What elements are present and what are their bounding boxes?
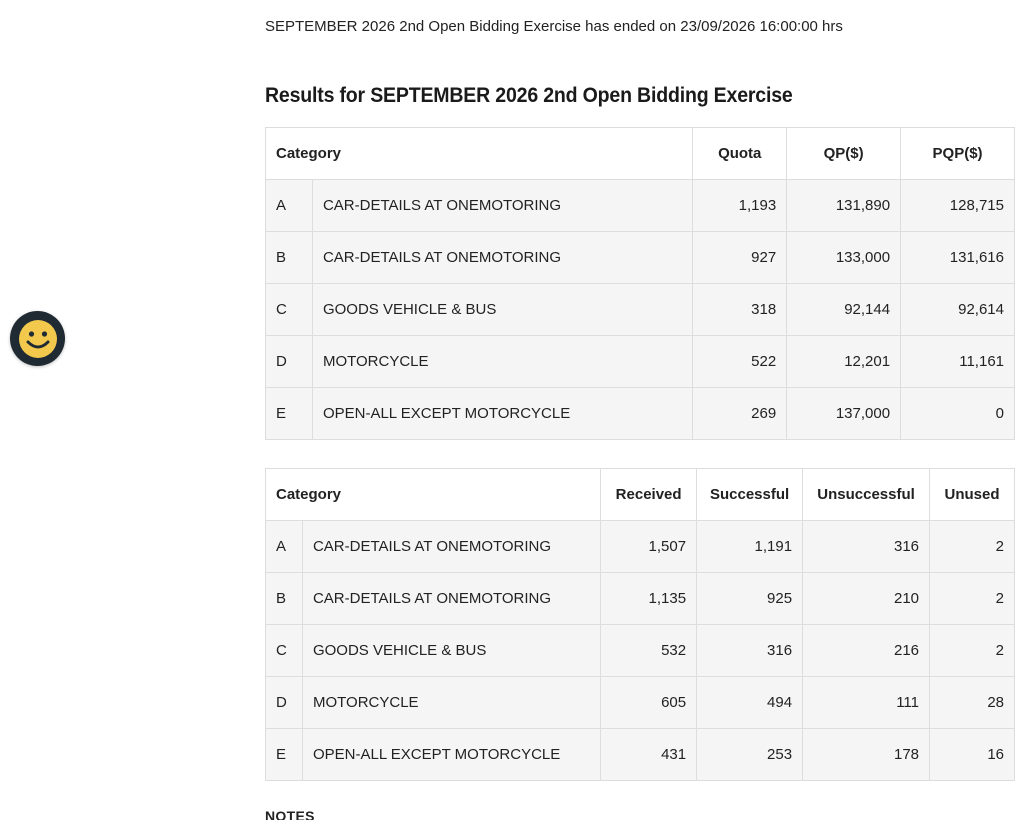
category-letter: C bbox=[265, 624, 303, 677]
qp-value: 12,201 bbox=[786, 335, 902, 388]
qp-value: 137,000 bbox=[786, 387, 902, 440]
bidding-status-text: SEPTEMBER 2026 2nd Open Bidding Exercise… bbox=[265, 18, 843, 35]
category-letter: B bbox=[265, 231, 313, 284]
table-row: B CAR-DETAILS AT ONEMOTORING 1,135 925 2… bbox=[265, 572, 1015, 625]
bids-table: Category Received Successful Unsuccessfu… bbox=[264, 468, 1015, 781]
category-letter: C bbox=[265, 283, 313, 336]
category-letter: A bbox=[265, 520, 303, 573]
category-description: CAR-DETAILS AT ONEMOTORING bbox=[301, 520, 602, 573]
category-description: OPEN-ALL EXCEPT MOTORCYCLE bbox=[311, 387, 694, 440]
column-header-unused: Unused bbox=[929, 468, 1015, 521]
column-header-pqp: PQP($) bbox=[900, 127, 1015, 180]
quota-value: 927 bbox=[692, 231, 788, 284]
table-row: E OPEN-ALL EXCEPT MOTORCYCLE 269 137,000… bbox=[265, 387, 1015, 440]
category-description: GOODS VEHICLE & BUS bbox=[311, 283, 694, 336]
unsuccessful-value: 178 bbox=[802, 728, 931, 781]
successful-value: 494 bbox=[696, 676, 804, 729]
notes-heading: NOTES bbox=[265, 808, 315, 820]
category-letter: D bbox=[265, 676, 303, 729]
column-header-received: Received bbox=[600, 468, 698, 521]
category-letter: E bbox=[265, 728, 303, 781]
received-value: 1,507 bbox=[600, 520, 698, 573]
table-row: A CAR-DETAILS AT ONEMOTORING 1,193 131,8… bbox=[265, 179, 1015, 232]
unused-value: 28 bbox=[929, 676, 1015, 729]
category-description: GOODS VEHICLE & BUS bbox=[301, 624, 602, 677]
received-value: 431 bbox=[600, 728, 698, 781]
category-description: MOTORCYCLE bbox=[311, 335, 694, 388]
unsuccessful-value: 216 bbox=[802, 624, 931, 677]
pqp-value: 131,616 bbox=[900, 231, 1015, 284]
category-description: OPEN-ALL EXCEPT MOTORCYCLE bbox=[301, 728, 602, 781]
successful-value: 925 bbox=[696, 572, 804, 625]
table-row: E OPEN-ALL EXCEPT MOTORCYCLE 431 253 178… bbox=[265, 728, 1015, 781]
unused-value: 16 bbox=[929, 728, 1015, 781]
column-header-successful: Successful bbox=[696, 468, 804, 521]
successful-value: 253 bbox=[696, 728, 804, 781]
received-value: 605 bbox=[600, 676, 698, 729]
category-letter: A bbox=[265, 179, 313, 232]
qp-value: 131,890 bbox=[786, 179, 902, 232]
results-heading: Results for SEPTEMBER 2026 2nd Open Bidd… bbox=[265, 84, 793, 107]
quota-value: 269 bbox=[692, 387, 788, 440]
qp-value: 133,000 bbox=[786, 231, 902, 284]
table-row: B CAR-DETAILS AT ONEMOTORING 927 133,000… bbox=[265, 231, 1015, 284]
table-row: A CAR-DETAILS AT ONEMOTORING 1,507 1,191… bbox=[265, 520, 1015, 573]
qp-value: 92,144 bbox=[786, 283, 902, 336]
category-letter: B bbox=[265, 572, 303, 625]
pqp-value: 0 bbox=[900, 387, 1015, 440]
column-header-qp: QP($) bbox=[786, 127, 902, 180]
category-letter: D bbox=[265, 335, 313, 388]
smiley-icon bbox=[18, 319, 57, 358]
quota-value: 522 bbox=[692, 335, 788, 388]
column-header-category: Category bbox=[264, 127, 694, 180]
unsuccessful-value: 316 bbox=[802, 520, 931, 573]
table-header-row: Category Quota QP($) PQP($) bbox=[264, 127, 1015, 180]
column-header-category: Category bbox=[264, 468, 602, 521]
quota-value: 318 bbox=[692, 283, 788, 336]
category-letter: E bbox=[265, 387, 313, 440]
pqp-value: 92,614 bbox=[900, 283, 1015, 336]
unsuccessful-value: 210 bbox=[802, 572, 931, 625]
category-description: CAR-DETAILS AT ONEMOTORING bbox=[311, 179, 694, 232]
category-description: MOTORCYCLE bbox=[301, 676, 602, 729]
unused-value: 2 bbox=[929, 520, 1015, 573]
quota-value: 1,193 bbox=[692, 179, 788, 232]
column-header-unsuccessful: Unsuccessful bbox=[802, 468, 931, 521]
pqp-value: 128,715 bbox=[900, 179, 1015, 232]
table-row: C GOODS VEHICLE & BUS 318 92,144 92,614 bbox=[265, 283, 1015, 336]
category-description: CAR-DETAILS AT ONEMOTORING bbox=[311, 231, 694, 284]
column-header-quota: Quota bbox=[692, 127, 788, 180]
table-header-row: Category Received Successful Unsuccessfu… bbox=[264, 468, 1015, 521]
unused-value: 2 bbox=[929, 624, 1015, 677]
received-value: 532 bbox=[600, 624, 698, 677]
quota-premium-table: Category Quota QP($) PQP($) A CAR-DETAIL… bbox=[264, 127, 1015, 440]
table-row: D MOTORCYCLE 605 494 111 28 bbox=[265, 676, 1015, 729]
unused-value: 2 bbox=[929, 572, 1015, 625]
category-description: CAR-DETAILS AT ONEMOTORING bbox=[301, 572, 602, 625]
table-row: C GOODS VEHICLE & BUS 532 316 216 2 bbox=[265, 624, 1015, 677]
feedback-button[interactable] bbox=[10, 311, 65, 366]
pqp-value: 11,161 bbox=[900, 335, 1015, 388]
successful-value: 316 bbox=[696, 624, 804, 677]
successful-value: 1,191 bbox=[696, 520, 804, 573]
received-value: 1,135 bbox=[600, 572, 698, 625]
unsuccessful-value: 111 bbox=[802, 676, 931, 729]
table-row: D MOTORCYCLE 522 12,201 11,161 bbox=[265, 335, 1015, 388]
